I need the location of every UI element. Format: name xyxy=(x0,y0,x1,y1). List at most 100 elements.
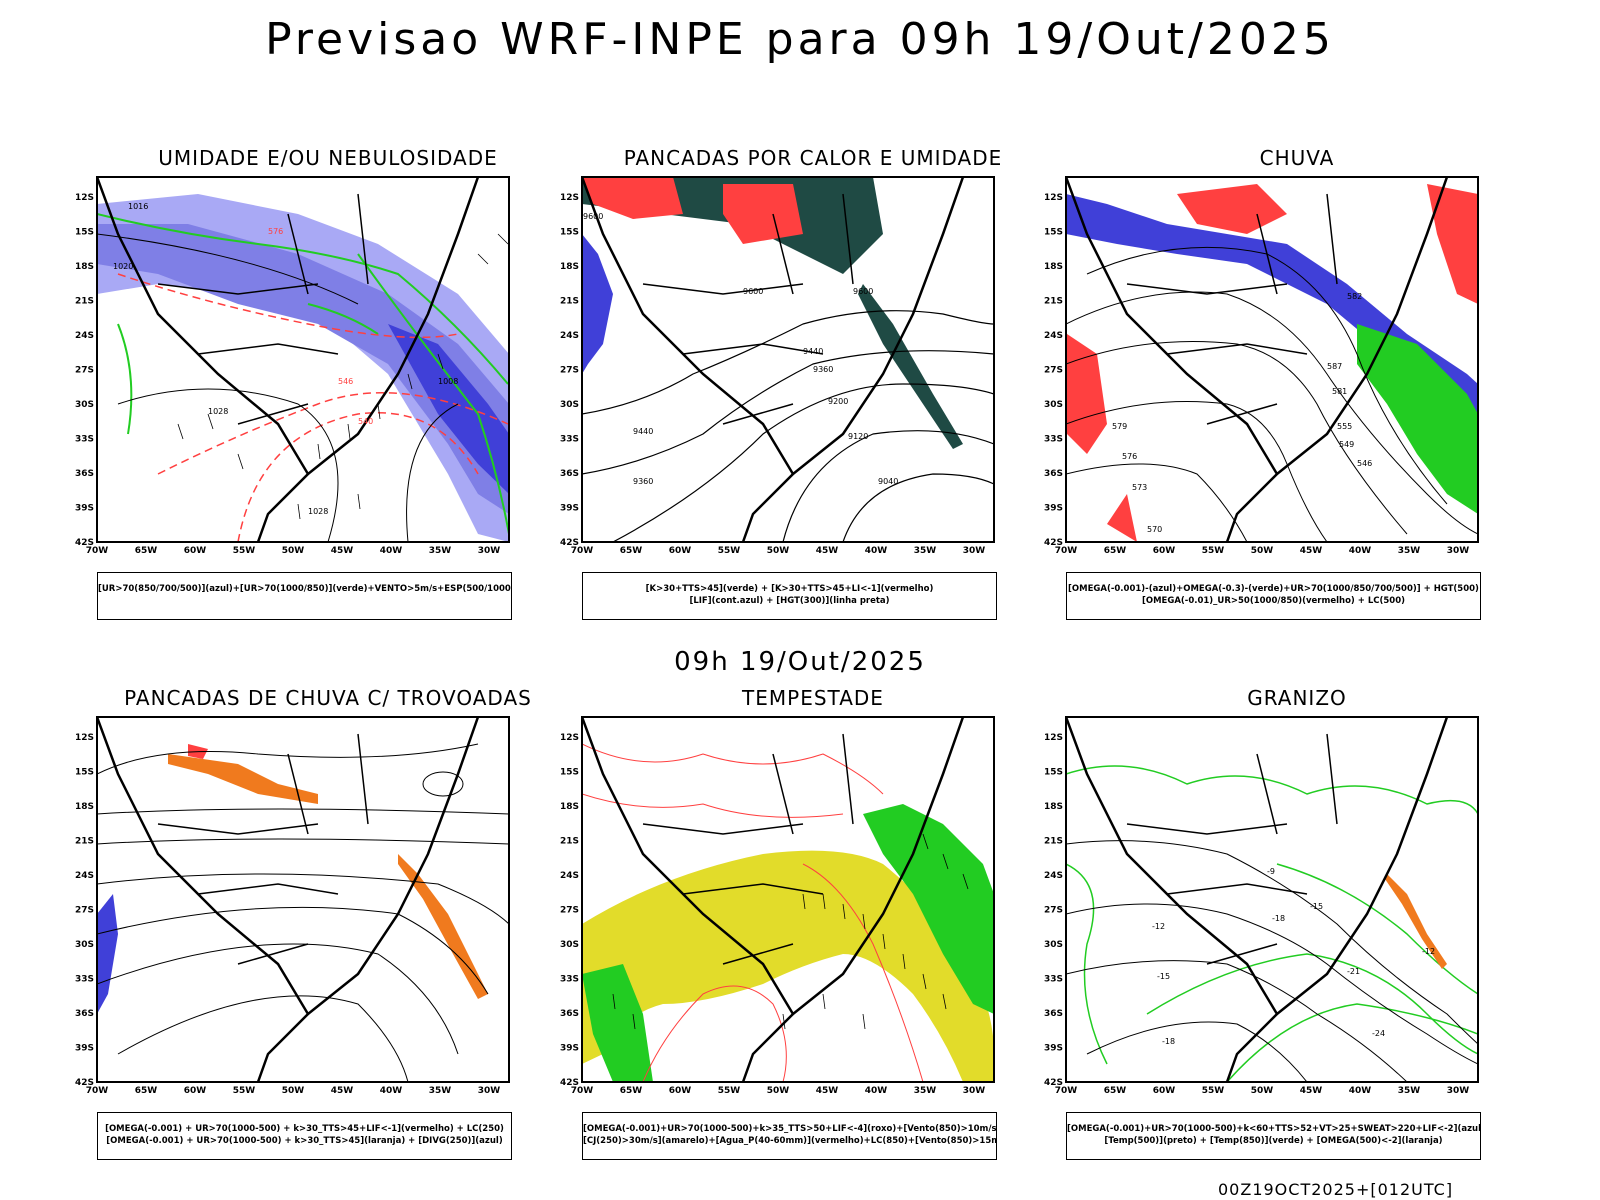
lon-tick-label: 55W xyxy=(1202,1086,1225,1096)
lon-tick-label: 30W xyxy=(478,1086,501,1096)
lon-tick-label: 45W xyxy=(816,1086,839,1096)
lat-tick-label: 12S xyxy=(75,733,94,743)
green-streak xyxy=(858,284,963,449)
streamline xyxy=(97,943,459,1055)
map-frame xyxy=(1065,716,1479,1083)
map-umidade: 1016 1020 1028 1028 1008 576 546 540 12S… xyxy=(75,176,510,556)
map-granizo: -9 -12 -15 -18 -21 -24 -12 -15 -18 12S 15… xyxy=(1044,716,1479,1096)
lon-tick-label: 35W xyxy=(429,1086,452,1096)
lat-tick-label: 39S xyxy=(1044,504,1063,514)
hgt-contour xyxy=(1066,291,1478,535)
orange-area xyxy=(1385,874,1447,969)
lat-tick-label: 24S xyxy=(1044,871,1063,881)
red-contour xyxy=(642,985,787,1082)
lat-tick-label: 15S xyxy=(560,768,579,778)
streamline xyxy=(97,906,489,995)
lat-tick-label: 27S xyxy=(1044,366,1063,376)
streamline xyxy=(97,873,509,925)
wind-green xyxy=(863,804,994,1014)
isobar xyxy=(97,233,459,542)
hgt-contour xyxy=(842,473,994,542)
lat-tick-label: 36S xyxy=(75,469,94,479)
lat-tick-label: 36S xyxy=(1044,469,1063,479)
main-title: Previsao WRF-INPE para 09h 19/Out/2025 xyxy=(265,14,1335,65)
legend-line: [K>30+TTS>45](verde) + [K>30+TTS>45+LI<-… xyxy=(645,584,934,594)
lon-tick-label: 60W xyxy=(669,546,692,556)
lon-tick-label: 65W xyxy=(1104,1086,1127,1096)
lat-tick-label: 18S xyxy=(1044,262,1063,272)
contour-label: 549 xyxy=(1339,440,1354,449)
panel-chuva: CHUVA 582 587 581 555 549 546 579 576 57… xyxy=(1027,146,1567,620)
lat-tick-label: 12S xyxy=(75,193,94,203)
lat-tick-label: 36S xyxy=(560,469,579,479)
legend-line: [CJ(250)>30m/s](amarelo)+[Agua_P(40-60mm… xyxy=(583,1136,996,1146)
lon-tick-label: 65W xyxy=(620,546,643,556)
red-contour xyxy=(802,863,924,1082)
contour-label: -18 xyxy=(1162,1037,1175,1046)
lon-tick-label: 70W xyxy=(571,1086,594,1096)
contour-label: 1028 xyxy=(308,507,328,516)
contour-label: 9600 xyxy=(583,212,603,221)
lat-tick-label: 39S xyxy=(560,504,579,514)
lon-tick-label: 40W xyxy=(1349,1086,1372,1096)
map-frame xyxy=(581,176,995,543)
lon-tick-label: 30W xyxy=(478,546,501,556)
lon-tick-label: 60W xyxy=(184,546,207,556)
map-frame xyxy=(1065,176,1479,543)
temp500-black xyxy=(1066,840,1478,1045)
temp850-green xyxy=(1276,863,1478,995)
red-dashed-contour xyxy=(157,392,509,475)
lon-tick-label: 40W xyxy=(865,1086,888,1096)
lat-tick-label: 42S xyxy=(75,538,94,548)
contour-label: 1008 xyxy=(438,377,458,386)
lat-tick-label: 30S xyxy=(75,400,94,410)
lat-tick-label: 30S xyxy=(560,400,579,410)
lat-tick-label: 12S xyxy=(560,193,579,203)
lat-tick-label: 42S xyxy=(75,1078,94,1088)
contour-label: 573 xyxy=(1132,483,1147,492)
green-contour xyxy=(117,303,379,435)
map-chuva: 582 587 581 555 549 546 579 576 573 570 … xyxy=(1044,176,1479,556)
legend-line: [Temp(500)](preto) + [Temp(850)](verde) … xyxy=(1104,1136,1443,1146)
panel-pancadas-trovoadas: PANCADAS DE CHUVA C/ TROVOADAS 12S 15S 18S… xyxy=(58,686,598,1160)
lat-tick-label: 21S xyxy=(560,297,579,307)
legend-line: [OMEGA(-0.001)+UR>70(1000-500)+k<60+TTS>… xyxy=(1067,1124,1480,1134)
contour-label: 582 xyxy=(1347,292,1362,301)
lat-tick-label: 30S xyxy=(1044,400,1063,410)
blue-area xyxy=(97,894,118,1014)
map-frame xyxy=(96,176,510,543)
map-frame xyxy=(96,716,510,1083)
red-dashed-contour xyxy=(117,273,459,339)
red-contour xyxy=(582,743,884,795)
lon-tick-label: 30W xyxy=(963,546,986,556)
lon-tick-label: 50W xyxy=(282,546,305,556)
legend-line: [LIF](cont.azul) + [HGT(300)](linha pret… xyxy=(689,596,890,606)
lon-tick-label: 55W xyxy=(718,546,741,556)
contour-label: 9040 xyxy=(878,477,898,486)
lon-tick-label: 40W xyxy=(380,1086,403,1096)
contour-label: 576 xyxy=(268,227,283,236)
lon-tick-label: 35W xyxy=(914,1086,937,1096)
panel-title: UMIDADE E/OU NEBULOSIDADE xyxy=(158,146,498,170)
state-borders xyxy=(1126,733,1338,965)
lon-tick-label: 55W xyxy=(233,546,256,556)
hgt-contour xyxy=(1066,341,1408,535)
state-borders xyxy=(157,193,369,425)
lon-tick-label: 55W xyxy=(1202,546,1225,556)
contour-label: -21 xyxy=(1347,967,1360,976)
high-center xyxy=(422,771,464,797)
streamline xyxy=(97,743,479,775)
hgt-contour xyxy=(582,350,994,475)
lon-tick-label: 60W xyxy=(1153,1086,1176,1096)
lat-tick-label: 18S xyxy=(75,802,94,812)
contour-label: 579 xyxy=(1112,422,1127,431)
lat-tick-label: 42S xyxy=(560,1078,579,1088)
panel-title: TEMPESTADE xyxy=(742,686,884,710)
lat-tick-label: 24S xyxy=(560,871,579,881)
lat-tick-label: 24S xyxy=(1044,331,1063,341)
lon-tick-label: 40W xyxy=(380,546,403,556)
lon-tick-label: 70W xyxy=(86,546,109,556)
